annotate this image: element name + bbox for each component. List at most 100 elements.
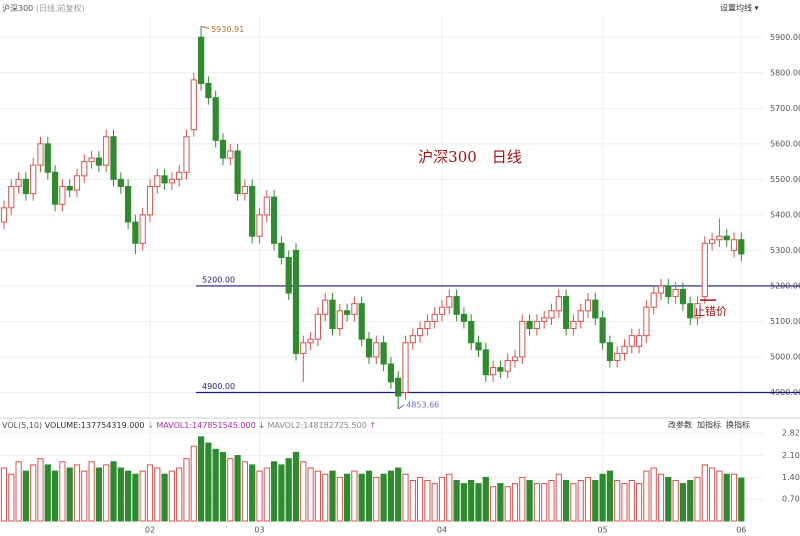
menu-button[interactable]: 设置均线 ▾ xyxy=(720,3,759,13)
candle-body xyxy=(687,303,694,319)
candle-body xyxy=(424,320,431,330)
candle-body xyxy=(555,296,562,312)
y-tick-label: 5600.00 xyxy=(770,139,800,148)
candle-body xyxy=(701,242,708,298)
volume-bar xyxy=(146,464,154,522)
x-tick-label: 06 xyxy=(736,526,746,535)
volume-bar xyxy=(709,467,716,522)
volume-bar xyxy=(52,470,59,522)
candle-body xyxy=(241,185,249,195)
volume-bar xyxy=(88,461,95,522)
candle-body xyxy=(37,143,44,166)
volume-bar xyxy=(336,476,343,522)
volume-bar xyxy=(417,476,424,522)
volume-bar xyxy=(278,464,285,522)
volume-bar xyxy=(183,458,190,522)
volume-bar xyxy=(548,479,555,522)
candle-body xyxy=(154,175,161,187)
candle-body xyxy=(278,242,285,259)
title: 沪深300 xyxy=(2,3,33,13)
candle-body xyxy=(672,288,679,298)
candle-body xyxy=(650,292,657,308)
candle-body xyxy=(468,320,475,344)
candle-body xyxy=(88,157,95,163)
volume-bar xyxy=(446,473,453,522)
low-pointer xyxy=(397,404,405,410)
candle-body xyxy=(570,320,577,330)
candle-body xyxy=(271,196,278,244)
volume-bar xyxy=(665,476,672,522)
candle-body xyxy=(548,310,555,319)
volume-bar xyxy=(205,442,212,522)
mavol1-arrow: ↓ xyxy=(258,421,265,430)
volume-bar xyxy=(541,483,548,522)
volume-bar xyxy=(453,479,460,522)
candle-body xyxy=(402,342,409,393)
volume-bar xyxy=(387,470,394,522)
y-tick-label: 5000.00 xyxy=(770,352,800,361)
candle-body xyxy=(387,363,394,383)
y-tick-label: 5800.00 xyxy=(770,68,800,77)
volume-bar xyxy=(687,479,694,522)
volume-bar xyxy=(176,467,183,522)
candle-body xyxy=(292,249,300,354)
candle-body xyxy=(438,306,446,315)
candle-body xyxy=(490,367,497,376)
y-tick-label: 5500.00 xyxy=(770,175,800,184)
candle-body xyxy=(563,296,570,330)
volume-bar xyxy=(95,467,103,522)
volume-bar xyxy=(395,467,402,522)
volume-bar xyxy=(0,467,8,522)
candle-body xyxy=(504,360,511,372)
volume-bar xyxy=(351,470,358,522)
candle-body xyxy=(132,221,139,244)
candle-body xyxy=(44,143,51,173)
volume-bar xyxy=(650,467,657,522)
indicator-button[interactable]: 加指标 xyxy=(697,420,721,430)
volume-bar xyxy=(497,483,504,522)
volume-bar xyxy=(584,476,592,522)
volume-bar xyxy=(672,479,679,522)
candle-body xyxy=(621,345,628,354)
candle-body xyxy=(541,317,548,322)
candle-body xyxy=(110,136,117,180)
volume-tick-label: 2.82 xyxy=(782,429,800,438)
candle-body xyxy=(351,303,358,315)
vol-value: VOLUME:137754319.000 xyxy=(45,421,145,430)
volume-bar xyxy=(37,458,44,522)
volume-header: VOL(5,10) VOLUME:137754319.000 ↓ MAVOL1:… xyxy=(2,421,376,430)
volume-bar xyxy=(592,479,599,522)
candle-body xyxy=(584,299,592,312)
volume-bar xyxy=(365,470,373,522)
volume-tick-label: 0.70 xyxy=(782,495,800,504)
volume-bar xyxy=(117,467,124,522)
candle-body xyxy=(263,196,270,216)
volume-bar xyxy=(468,479,475,522)
volume-bar xyxy=(15,461,22,522)
volume-bar xyxy=(168,470,176,522)
indicator-button[interactable]: 改参数 xyxy=(668,420,692,430)
volume-bar xyxy=(198,436,205,522)
volume-bar xyxy=(271,461,278,522)
volume-bar xyxy=(292,451,300,522)
volume-bar xyxy=(263,467,270,522)
candle-body xyxy=(709,239,716,244)
candle-body xyxy=(679,288,686,305)
candle-body xyxy=(431,313,438,322)
volume-bar xyxy=(322,473,329,522)
candle-body xyxy=(168,178,176,184)
candle-body xyxy=(117,178,124,187)
y-tick-label: 5700.00 xyxy=(770,104,800,113)
candle-body xyxy=(358,303,365,340)
candle-body xyxy=(592,299,599,319)
candle-body xyxy=(256,214,263,237)
vol-name: VOL(5,10) xyxy=(2,421,42,430)
indicator-button[interactable]: 换指标 xyxy=(726,420,750,430)
volume-bar xyxy=(241,461,249,522)
x-tick-label: 05 xyxy=(598,526,608,535)
candle-body xyxy=(380,342,387,365)
volume-bar xyxy=(460,483,467,522)
high-pointer xyxy=(200,25,210,29)
candle-body xyxy=(212,97,219,141)
mavol2-arrow: ↑ xyxy=(369,421,376,430)
